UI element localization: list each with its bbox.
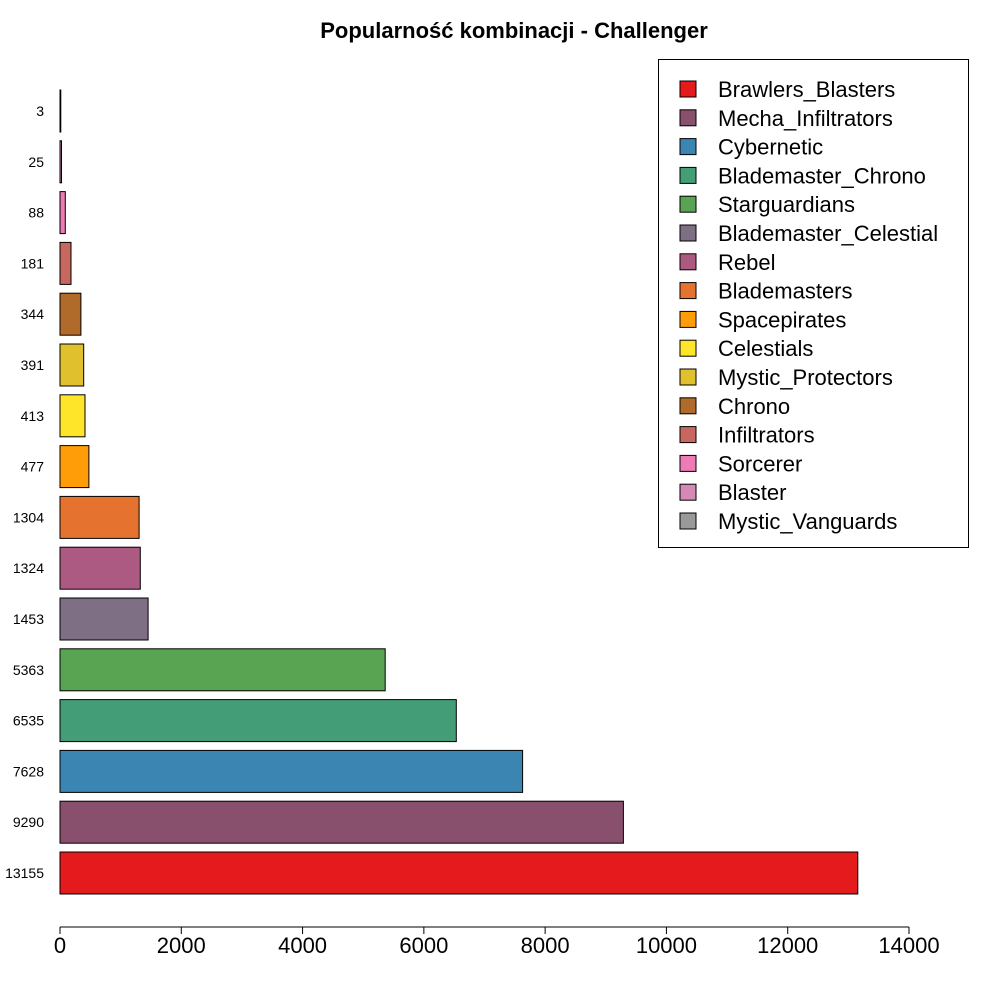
- bar-mystic-protectors: [59, 343, 85, 387]
- legend-swatch: [679, 397, 697, 415]
- legend-entry-label: Mecha_Infiltrators: [718, 106, 893, 131]
- legend-swatch: [679, 109, 697, 127]
- bar-value-label: 413: [21, 408, 45, 424]
- bar-value-label: 1453: [13, 611, 44, 627]
- legend-entry-label: Cybernetic: [718, 135, 823, 160]
- bar-mecha-infiltrators: [59, 800, 624, 844]
- legend-swatch: [679, 310, 697, 328]
- x-tick-label: 6000: [399, 933, 448, 958]
- legend-swatch: [679, 253, 697, 271]
- bar-value-label: 477: [21, 459, 45, 475]
- x-tick-label: 2000: [157, 933, 206, 958]
- bar-blademasters: [59, 495, 140, 539]
- legend-swatch: [679, 483, 697, 501]
- bar-value-label: 1304: [13, 509, 44, 525]
- bar-value-label: 9290: [13, 814, 44, 830]
- bar-infiltrators: [59, 241, 72, 285]
- bar-starguardians: [59, 648, 386, 692]
- legend-entry-label: Mystic_Protectors: [718, 365, 893, 390]
- legend-box: [658, 59, 969, 548]
- bar-value-label: 5363: [13, 662, 44, 678]
- legend-entry-label: Spacepirates: [718, 307, 846, 332]
- legend-entry-label: Starguardians: [718, 192, 855, 217]
- x-tick-label: 4000: [278, 933, 327, 958]
- bar-value-label: 25: [28, 154, 44, 170]
- legend-swatch: [679, 512, 697, 530]
- x-tick-label: 14000: [878, 933, 939, 958]
- bar-value-label: 391: [21, 357, 45, 373]
- legend-swatch: [679, 339, 697, 357]
- bar-chrono: [59, 292, 82, 336]
- bar-blaster: [59, 140, 62, 184]
- bar-value-label: 344: [21, 306, 45, 322]
- bar-sorcerer: [59, 191, 66, 235]
- x-tick-label: 12000: [757, 933, 818, 958]
- bar-value-label: 1324: [13, 560, 44, 576]
- legend-swatch: [679, 282, 697, 300]
- bar-value-label: 3: [36, 103, 44, 119]
- bar-blademaster-celestial: [59, 597, 149, 641]
- legend-entry-label: Blademaster_Celestial: [718, 221, 938, 246]
- bar-value-label: 181: [21, 255, 45, 271]
- legend-swatch: [679, 426, 697, 444]
- legend-entry-label: Blademasters: [718, 279, 853, 304]
- bar-brawlers-blasters: [59, 851, 859, 895]
- bar-spacepirates: [59, 445, 90, 489]
- bar-value-label: 88: [28, 205, 44, 221]
- x-tick-label: 10000: [636, 933, 697, 958]
- legend-entry-label: Brawlers_Blasters: [718, 77, 895, 102]
- legend-swatch: [679, 454, 697, 472]
- x-axis: 0 2000 4000 6000 8000 10000 12000 14000: [54, 926, 940, 958]
- bar-value-label: 13155: [5, 865, 44, 881]
- legend-swatch: [679, 195, 697, 213]
- bar-labels-group: 13155 9290 7628 6535 5363 1453 1324 1304 477 413 3…: [5, 103, 44, 881]
- legend-entry-label: Infiltrators: [718, 423, 815, 448]
- bars-group: [59, 89, 859, 895]
- legend-swatch: [679, 138, 697, 156]
- legend-entry-label: Rebel: [718, 250, 775, 275]
- legend-entry-label: Chrono: [718, 394, 790, 419]
- bar-value-label: 6535: [13, 713, 44, 729]
- bar-mystic-vanguards: [59, 89, 62, 133]
- legend-swatch: [679, 224, 697, 242]
- legend-entry-label: Mystic_Vanguards: [718, 509, 897, 534]
- legend-entry-label: Celestials: [718, 336, 813, 361]
- legend-swatch: [679, 368, 697, 386]
- bar-celestials: [59, 394, 86, 438]
- legend-entry-label: Blaster: [718, 480, 786, 505]
- bar-value-label: 7628: [13, 763, 44, 779]
- bar-rebel: [59, 546, 141, 590]
- legend-swatch: [679, 166, 697, 184]
- x-tick-label: 0: [54, 933, 66, 958]
- chart-title: Popularność kombinacji - Challenger: [320, 18, 708, 43]
- x-tick-label: 8000: [521, 933, 570, 958]
- legend-swatch: [679, 80, 697, 98]
- bar-blademaster-chrono: [59, 699, 457, 743]
- legend-entry-label: Blademaster_Chrono: [718, 163, 926, 188]
- legend: Brawlers_Blasters Mecha_Infiltrators Cyber…: [658, 59, 969, 548]
- legend-entry-label: Sorcerer: [718, 451, 802, 476]
- bar-cybernetic: [59, 749, 524, 793]
